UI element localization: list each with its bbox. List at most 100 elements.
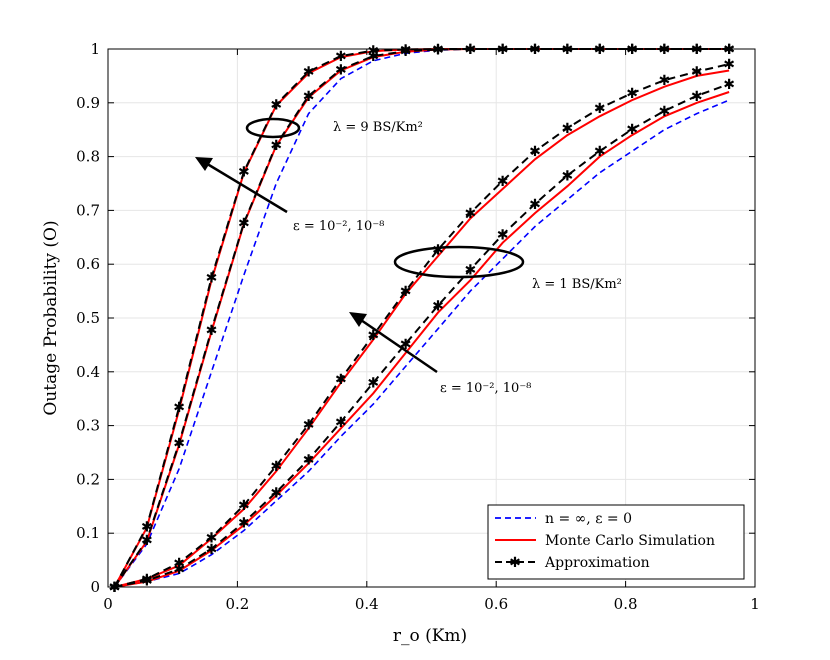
marker-lambda1-approx-eps8: ✱ <box>497 228 509 244</box>
annotation-lambda9: λ = 9 BS/Km² <box>245 117 423 139</box>
marker-lambda9-approx-eps8: ✱ <box>691 42 703 58</box>
marker-lambda9-approx-eps2: ✱ <box>141 520 153 536</box>
marker-lambda1-approx-eps2: ✱ <box>529 144 541 160</box>
series-line-lambda1-ideal <box>114 99 730 588</box>
marker-lambda1-approx-eps8: ✱ <box>432 299 444 315</box>
marker-lambda1-approx-eps8: ✱ <box>109 580 121 596</box>
marker-lambda1-approx-eps2: ✱ <box>497 174 509 190</box>
marker-lambda9-approx-eps2: ✱ <box>206 271 218 287</box>
arrow-eps-high-head <box>195 157 213 171</box>
marker-lambda9-approx-eps8: ✱ <box>562 42 574 58</box>
marker-lambda9-approx-eps8: ✱ <box>529 42 541 58</box>
marker-lambda9-approx-eps8: ✱ <box>141 533 153 549</box>
marker-lambda9-approx-eps8: ✱ <box>303 89 315 105</box>
marker-lambda1-approx-eps2: ✱ <box>335 372 347 388</box>
marker-lambda9-approx-eps8: ✱ <box>367 49 379 65</box>
x-tick-label: 0 <box>103 595 113 613</box>
marker-lambda1-approx-eps8: ✱ <box>303 452 315 468</box>
marker-lambda9-approx-eps8: ✱ <box>594 42 606 58</box>
y-tick-label: 0.7 <box>76 201 100 219</box>
marker-lambda1-approx-eps8: ✱ <box>335 415 347 431</box>
x-axis-label: r_o (Km) <box>393 626 467 646</box>
y-tick-label: 0 <box>90 578 100 596</box>
marker-lambda9-approx-eps8: ✱ <box>497 42 509 58</box>
label-eps-high: ε = 10⁻², 10⁻⁸ <box>293 219 384 234</box>
marker-lambda1-approx-eps8: ✱ <box>464 263 476 279</box>
marker-lambda1-approx-eps2: ✱ <box>400 284 412 300</box>
y-tick-label: 0.8 <box>76 148 100 166</box>
marker-lambda9-approx-eps2: ✱ <box>303 65 315 81</box>
y-tick-label: 0.5 <box>76 309 100 327</box>
marker-lambda9-approx-eps2: ✱ <box>432 42 444 58</box>
annotation-lambda1: λ = 1 BS/Km² <box>393 245 622 292</box>
marker-lambda9-approx-eps2: ✱ <box>464 42 476 58</box>
arrow-eps-high: ε = 10⁻², 10⁻⁸ <box>195 157 384 234</box>
marker-lambda9-approx-eps2: ✱ <box>497 42 509 58</box>
series-line-lambda1-approx-eps2 <box>114 63 730 588</box>
marker-lambda1-approx-eps8: ✱ <box>529 197 541 213</box>
marker-lambda1-approx-eps8: ✱ <box>659 104 671 120</box>
marker-lambda9-approx-eps8: ✱ <box>626 42 638 58</box>
marker-lambda1-approx-eps2: ✱ <box>464 206 476 222</box>
marker-lambda9-approx-eps2: ✱ <box>173 400 185 416</box>
marker-lambda9-approx-eps2: ✱ <box>723 42 735 58</box>
marker-lambda9-approx-eps8: ✱ <box>659 42 671 58</box>
marker-lambda9-approx-eps8: ✱ <box>432 43 444 59</box>
label-eps-low: ε = 10⁻², 10⁻⁸ <box>440 381 531 396</box>
legend-label-ideal: n = ∞, ε = 0 <box>545 511 632 527</box>
series-line-lambda9-approx-eps2 <box>113 48 730 588</box>
marker-lambda9-approx-eps8: ✱ <box>270 138 282 154</box>
marker-lambda1-approx-eps8: ✱ <box>270 485 282 501</box>
marker-lambda1-approx-eps8: ✱ <box>206 542 218 558</box>
y-tick-label: 0.4 <box>76 363 100 381</box>
marker-lambda1-approx-eps2: ✱ <box>659 73 671 89</box>
y-tick-label: 0.6 <box>76 255 100 273</box>
x-tick-label: 0.2 <box>225 595 249 613</box>
label-lambda1: λ = 1 BS/Km² <box>532 277 622 292</box>
arrow-eps-low-head <box>349 312 367 327</box>
x-tick-label: 0.4 <box>355 595 379 613</box>
y-tick-label: 0.9 <box>76 94 100 112</box>
arrow-eps-low-shaft <box>357 316 438 374</box>
ellipse-lambda9 <box>245 117 301 139</box>
label-lambda9: λ = 9 BS/Km² <box>333 120 423 135</box>
y-tick-label: 0.2 <box>76 470 100 488</box>
marker-lambda1-approx-eps8: ✱ <box>594 144 606 160</box>
marker-lambda9-approx-eps8: ✱ <box>723 42 735 58</box>
x-tick-label: 0.8 <box>614 595 638 613</box>
marker-lambda1-approx-eps8: ✱ <box>238 515 250 531</box>
x-tick-label: 1 <box>750 595 760 613</box>
marker-lambda1-approx-eps2: ✱ <box>303 418 315 434</box>
marker-lambda1-approx-eps8: ✱ <box>141 574 153 590</box>
y-tick-label: 1 <box>90 40 100 58</box>
marker-lambda1-approx-eps8: ✱ <box>400 337 412 353</box>
marker-lambda1-approx-eps2: ✱ <box>238 498 250 514</box>
ticks: 0 0.2 0.4 0.6 0.8 1 0 0.1 0.2 0.3 0.4 0.5 0.6 0.7 0.8 0… <box>76 40 760 613</box>
marker-lambda9-approx-eps2: ✱ <box>626 42 638 58</box>
marker-lambda9-approx-eps2: ✱ <box>238 165 250 181</box>
marker-lambda9-approx-eps8: ✱ <box>464 42 476 58</box>
marker-lambda1-approx-eps2: ✱ <box>432 243 444 259</box>
series-line-lambda1-approx-eps8 <box>114 83 730 588</box>
marker-lambda9-approx-eps2: ✱ <box>335 49 347 65</box>
arrow-eps-high-shaft <box>203 160 288 214</box>
marker-lambda1-approx-eps2: ✱ <box>367 328 379 344</box>
legend-marker-approx: ✱ <box>509 555 521 571</box>
marker-lambda1-approx-eps2: ✱ <box>723 57 735 73</box>
y-axis-label: Outage Probability (O) <box>41 220 61 415</box>
marker-lambda9-approx-eps8: ✱ <box>238 216 250 232</box>
marker-lambda1-approx-eps8: ✱ <box>173 562 185 578</box>
marker-lambda1-approx-eps2: ✱ <box>270 459 282 475</box>
marker-lambda9-approx-eps8: ✱ <box>109 580 121 596</box>
marker-lambda1-approx-eps2: ✱ <box>206 531 218 547</box>
marker-lambda1-approx-eps2: ✱ <box>562 121 574 137</box>
y-tick-label: 0.1 <box>76 524 100 542</box>
legend-label-approx: Approximation <box>544 555 650 571</box>
marker-lambda9-approx-eps8: ✱ <box>173 436 185 452</box>
marker-lambda1-approx-eps2: ✱ <box>173 556 185 572</box>
series-line-lambda1-sim-eps8 <box>114 91 730 588</box>
marker-lambda9-approx-eps2: ✱ <box>691 42 703 58</box>
marker-lambda9-approx-eps8: ✱ <box>400 44 412 60</box>
marker-lambda9-approx-eps2: ✱ <box>562 42 574 58</box>
marker-lambda9-approx-eps8: ✱ <box>206 323 218 339</box>
